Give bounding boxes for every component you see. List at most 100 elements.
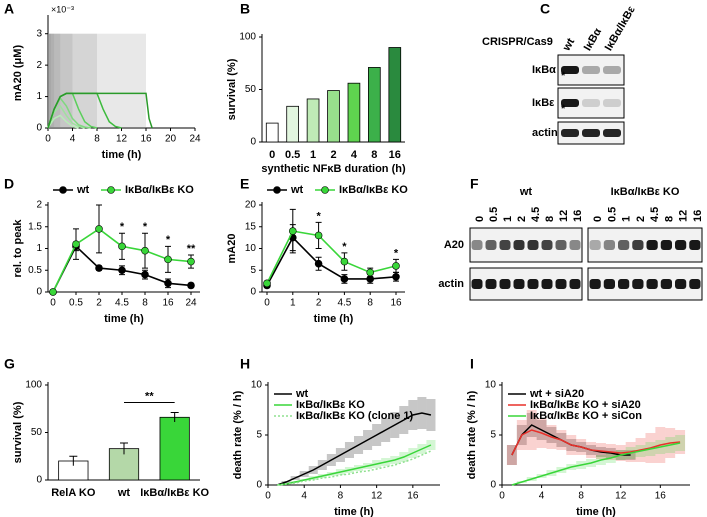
blot-band (471, 240, 483, 250)
series-line (47, 92, 153, 129)
series-line (47, 104, 85, 129)
y-tick-label: 0 (36, 475, 42, 486)
legend-label: IκBα/IκBε KO + siCon (530, 410, 642, 422)
panel-letter: I (470, 356, 474, 372)
lane-label: 4.5 (649, 207, 661, 222)
y-tick-label: 0 (256, 480, 262, 491)
x-axis-label: time (h) (334, 506, 374, 517)
series-line (276, 412, 432, 486)
stimulus-shade (48, 33, 97, 128)
series-line (511, 442, 681, 486)
significance-label: * (316, 210, 321, 222)
blot-band (513, 279, 525, 289)
point (95, 264, 103, 272)
blot-band (603, 279, 615, 289)
bar (388, 47, 402, 143)
lane-label: 0 (474, 216, 486, 222)
blot-band (660, 279, 672, 289)
blot-band (603, 99, 621, 107)
stimulus-shade (48, 33, 146, 128)
panel-letter: F (470, 176, 479, 192)
stimulus-shade (48, 33, 73, 128)
significance-label: * (394, 247, 399, 259)
y-tick-label: 0.5 (28, 265, 42, 276)
blot-band (499, 279, 511, 289)
error-band (426, 399, 436, 431)
stimulus-shade (48, 33, 55, 128)
series-line (511, 429, 681, 456)
lane-label: 12 (558, 210, 570, 222)
series-line (266, 236, 397, 286)
lane-label: 2 (635, 216, 647, 222)
blot-band (618, 279, 630, 289)
x-tick-label: 12 (615, 491, 627, 502)
y-tick-label: 5 (490, 430, 496, 441)
point (164, 279, 172, 288)
x-axis-label: time (h) (104, 313, 144, 325)
blot-band (675, 240, 687, 250)
blot-band (632, 279, 644, 289)
blot-band (589, 240, 601, 250)
panel-letter: E (240, 176, 249, 192)
x-tick-label: 0 (264, 298, 270, 309)
blot-band (561, 129, 579, 137)
series-line (276, 450, 432, 486)
y-tick-label: 5 (250, 265, 256, 276)
lane-label: 16 (572, 210, 584, 222)
y-tick-label: 20 (245, 200, 257, 211)
x-tick-label: 2 (330, 149, 336, 161)
row-label: IκBα (532, 64, 556, 76)
x-axis-label: synthetic NFκB duration (h) (261, 163, 406, 175)
y-tick-label: 0 (250, 287, 256, 298)
blot-band (660, 240, 672, 250)
series-line (276, 444, 432, 486)
y-axis-label: death rate (% / h) (466, 390, 478, 479)
x-tick-label: 1 (290, 298, 296, 309)
x-tick-label: 8 (371, 149, 377, 161)
x-tick-label: 16 (140, 134, 152, 145)
error-band (426, 440, 436, 450)
x-tick-label: 8 (338, 491, 344, 502)
x-tick-label: 12 (371, 491, 383, 502)
blot-band (471, 279, 483, 289)
blot-band (569, 240, 581, 250)
x-tick-label: 2 (96, 298, 102, 309)
lane-label: 2 (516, 216, 528, 222)
point (187, 281, 195, 290)
blot-band (603, 66, 621, 74)
point (392, 262, 400, 270)
point (314, 231, 323, 240)
y-tick-label: 1 (36, 243, 42, 254)
blot-band (561, 99, 579, 107)
x-tick-label: 16 (407, 491, 419, 502)
panel-letter: B (240, 1, 250, 17)
panel-letter: G (4, 356, 15, 372)
x-tick-label: 24 (185, 298, 197, 309)
x-tick-label: wt (117, 487, 131, 499)
error-band (506, 445, 517, 465)
blot-band (485, 279, 497, 289)
error-bar (120, 442, 128, 455)
row-label: actin (532, 127, 558, 139)
y-tick-label: 0 (36, 287, 42, 298)
lane-label: IκBα (582, 26, 604, 53)
legend-marker (321, 186, 329, 194)
blot-band (603, 240, 615, 250)
y-tick-label: 10 (251, 380, 263, 391)
x-tick-label: 8 (367, 298, 373, 309)
legend-label: wt + siA20 (529, 388, 584, 400)
y-axis-label: death rate (% / h) (232, 390, 244, 479)
x-tick-label: 0.5 (69, 298, 83, 309)
lane-label: wt (560, 36, 577, 54)
point (95, 225, 103, 233)
bar (368, 67, 381, 143)
point (340, 257, 349, 266)
y-tick-label: 5 (256, 430, 262, 441)
blot-band (527, 279, 539, 289)
point (314, 259, 323, 268)
y-axis-label: survival (%) (12, 401, 24, 463)
series-line (266, 230, 397, 284)
x-axis-label: time (h) (314, 313, 354, 325)
y-tick-label: 1 (36, 91, 42, 102)
y-tick-label: 10 (245, 243, 257, 254)
